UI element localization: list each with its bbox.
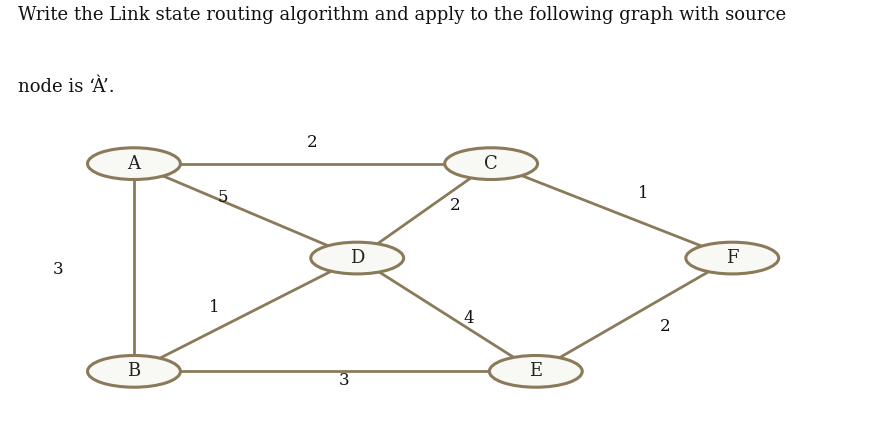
Ellipse shape bbox=[445, 148, 538, 179]
Text: C: C bbox=[484, 155, 498, 172]
Text: E: E bbox=[530, 363, 542, 380]
Text: 3: 3 bbox=[53, 261, 63, 278]
Text: D: D bbox=[350, 249, 364, 267]
Text: B: B bbox=[128, 363, 140, 380]
Text: Write the Link state routing algorithm and apply to the following graph with sou: Write the Link state routing algorithm a… bbox=[18, 6, 786, 24]
Text: 1: 1 bbox=[638, 185, 648, 202]
Ellipse shape bbox=[88, 148, 180, 179]
Ellipse shape bbox=[686, 242, 779, 274]
Text: 3: 3 bbox=[338, 372, 349, 389]
Text: 2: 2 bbox=[450, 197, 461, 214]
Text: 1: 1 bbox=[209, 299, 220, 316]
Text: node is ‘À’.: node is ‘À’. bbox=[18, 78, 114, 96]
Ellipse shape bbox=[489, 356, 582, 387]
Ellipse shape bbox=[311, 242, 404, 274]
Text: F: F bbox=[726, 249, 739, 267]
Text: 4: 4 bbox=[463, 310, 474, 327]
Text: A: A bbox=[128, 155, 140, 172]
Ellipse shape bbox=[88, 356, 180, 387]
Text: 2: 2 bbox=[660, 318, 671, 335]
Text: 2: 2 bbox=[307, 134, 318, 152]
Text: 5: 5 bbox=[218, 189, 229, 206]
